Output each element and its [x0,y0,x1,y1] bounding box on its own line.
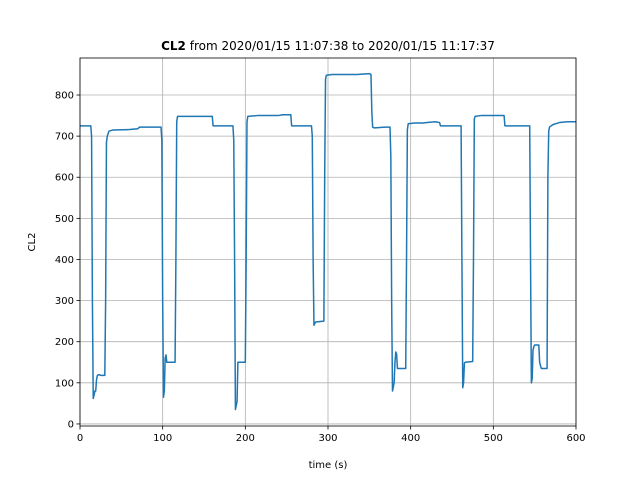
x-tick-label: 400 [401,433,420,444]
x-tick-label: 0 [77,433,83,444]
x-tick-label: 500 [484,433,503,444]
y-tick-label: 200 [55,337,74,348]
y-tick-label: 0 [68,419,74,430]
chart-title-bold: CL2 [161,39,186,53]
x-tick-label: 100 [153,433,172,444]
x-tick-label: 200 [236,433,255,444]
y-tick-label: 500 [55,214,74,225]
series-layer [80,72,576,411]
chart-title-rest: from 2020/01/15 11:07:38 to 2020/01/15 1… [190,39,495,53]
x-tick-label: 600 [566,433,585,444]
y-axis-ticks: 0 100 200 300 400 500 600 700 800 [55,91,80,430]
y-tick-label: 700 [55,132,74,143]
y-tick-label: 800 [55,91,74,102]
x-axis-label: time (s) [309,460,348,471]
series-line [80,72,576,411]
y-tick-label: 100 [55,378,74,389]
y-tick-label: 300 [55,296,74,307]
y-tick-label: 400 [55,255,74,266]
x-tick-label: 300 [318,433,337,444]
x-axis-ticks: 0 100 200 300 400 500 600 [77,426,586,444]
y-axis-label: CL2 [27,233,38,252]
y-tick-label: 600 [55,173,74,184]
chart-title: CL2 from 2020/01/15 11:07:38 to 2020/01/… [161,39,495,53]
